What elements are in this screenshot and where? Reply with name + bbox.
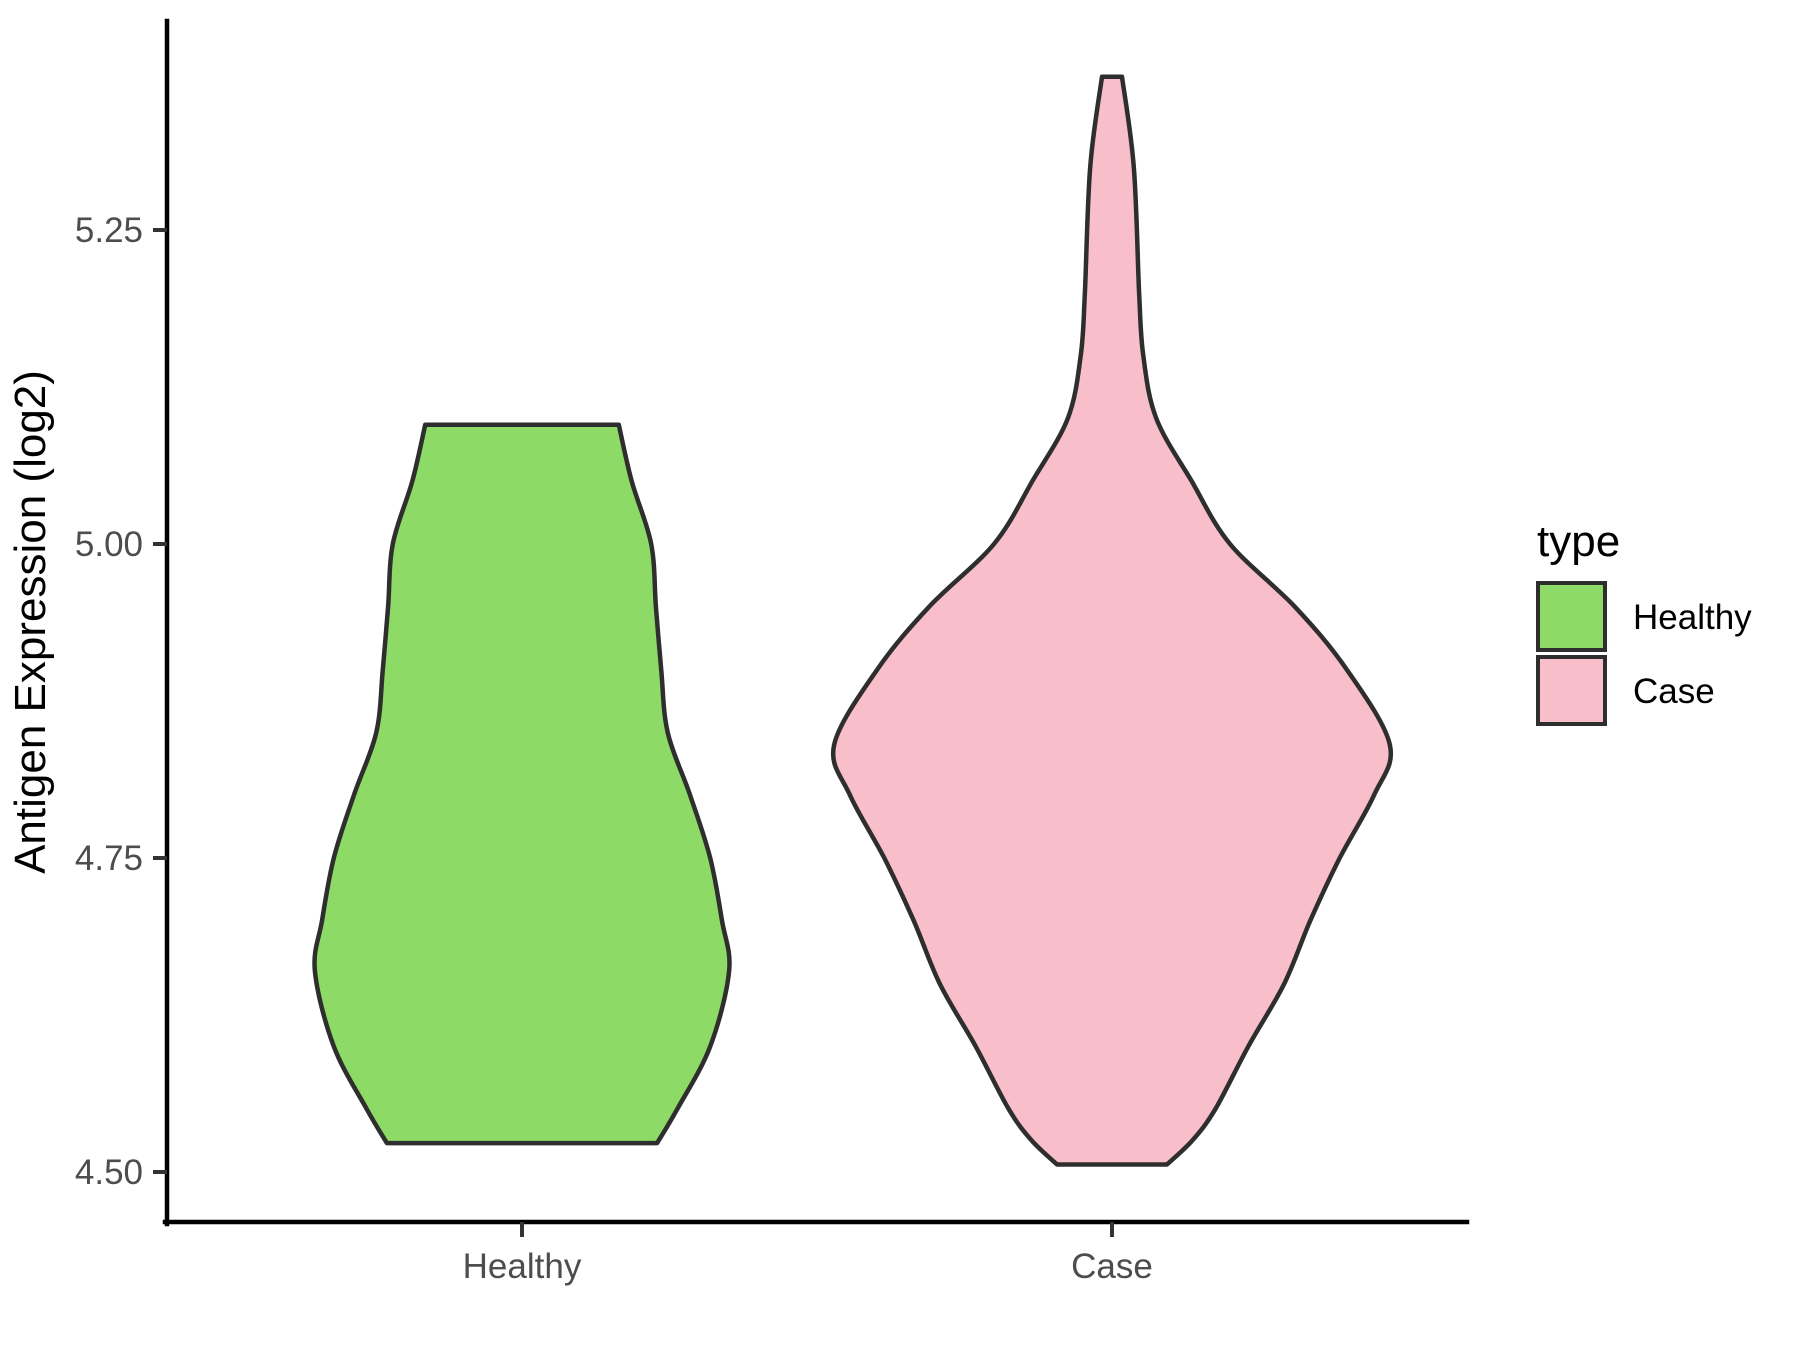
legend-key-case	[1536, 655, 1607, 726]
y-axis-title: Antigen Expression (log2)	[6, 370, 55, 874]
legend-label-case: Case	[1633, 672, 1715, 711]
y-tick-label: 5.00	[75, 525, 143, 564]
y-tick-label: 5.25	[75, 211, 143, 250]
violins	[312, 74, 1394, 1167]
legend-label-healthy: Healthy	[1633, 598, 1752, 637]
y-tick-label: 4.50	[75, 1153, 143, 1192]
violin-healthy	[312, 422, 732, 1146]
violin-case	[830, 74, 1394, 1167]
y-tick-label: 4.75	[75, 839, 143, 878]
x-category-label-case: Case	[1071, 1247, 1153, 1286]
legend-title: type	[1537, 517, 1620, 566]
x-category-label-healthy: Healthy	[463, 1247, 582, 1286]
legend-key-healthy	[1536, 581, 1607, 652]
legend: type Healthy Case	[1536, 517, 1752, 726]
